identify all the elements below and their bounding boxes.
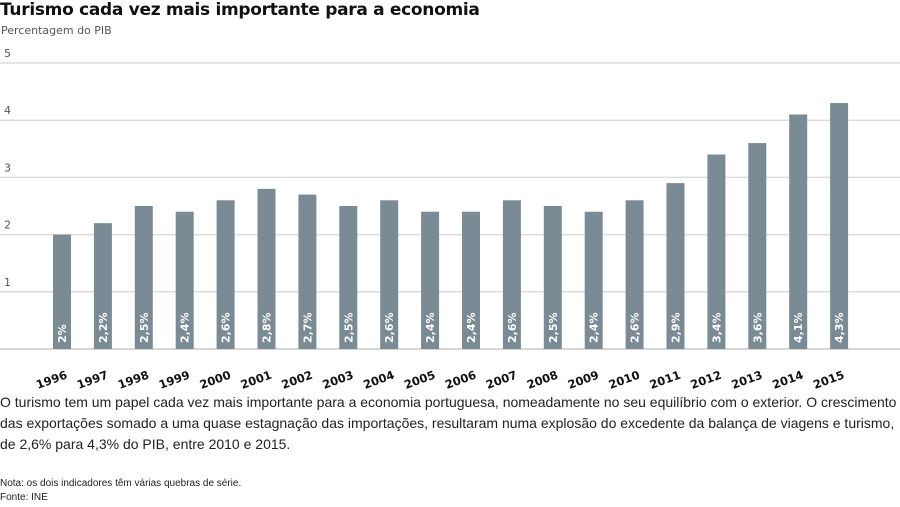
x-tick-label: 2012: [689, 368, 724, 392]
y-tick-label: 4: [4, 104, 11, 117]
x-tick-label: 2006: [443, 368, 478, 392]
x-tick-label: 1999: [157, 368, 192, 392]
y-tick-label: 5: [4, 47, 11, 60]
bar-1999: [175, 211, 194, 349]
data-label: 3,4%: [710, 312, 723, 343]
data-label: 2,6%: [220, 312, 233, 343]
x-tick-label: 2003: [320, 368, 355, 392]
data-label: 2,6%: [506, 312, 519, 343]
data-label: 3,6%: [751, 312, 764, 343]
x-tick-label: 2008: [525, 368, 560, 392]
data-label: 2,5%: [138, 312, 151, 343]
y-tick-label: 1: [4, 276, 11, 289]
bar-2006: [462, 211, 480, 349]
data-label: 2,5%: [342, 312, 355, 343]
bar-2003: [339, 206, 358, 349]
bar-2009: [584, 211, 603, 349]
bar-1997: [93, 223, 112, 349]
y-tick-label: 3: [4, 161, 11, 174]
bar-1998: [134, 206, 153, 349]
bar-2004: [380, 200, 399, 349]
bar-2015: [830, 103, 849, 349]
x-tick-label: 1997: [75, 368, 110, 392]
data-label: 2,6%: [629, 312, 642, 343]
data-label: 2,8%: [261, 312, 274, 343]
chart-subtitle: Percentagem do PIB: [1, 24, 112, 37]
x-tick-label: 2015: [811, 368, 846, 392]
data-label: 2,4%: [588, 312, 601, 343]
source: Fonte: INE: [0, 492, 48, 503]
bar-1996: [53, 234, 71, 349]
data-label: 2%: [56, 324, 69, 343]
data-label: 2,6%: [383, 312, 396, 343]
bar-2007: [502, 200, 521, 349]
x-tick-label: 2014: [770, 368, 805, 392]
data-label: 4,3%: [833, 312, 846, 343]
x-tick-label: 2002: [280, 368, 315, 392]
data-label: 2,2%: [97, 312, 110, 343]
bar-2011: [666, 183, 685, 349]
bar-2002: [298, 194, 317, 349]
bar-2000: [216, 200, 235, 349]
bar-2014: [789, 114, 808, 349]
x-tick-label: 2013: [729, 368, 764, 392]
note: Nota: os dois indicadores têm várias que…: [0, 478, 242, 489]
x-tick-label: 2009: [566, 368, 601, 392]
data-label: 2,7%: [301, 312, 314, 343]
x-tick-label: 2004: [361, 368, 396, 392]
data-label: 2,5%: [547, 312, 560, 343]
x-tick-label: 2005: [402, 368, 437, 392]
bar-chart: 1 2 3 4 5 2% 1996 2,2% 1997 2,5% 1998 2,4% 1999 2,6% 2…: [0, 47, 900, 392]
bar-2013: [748, 143, 767, 349]
data-label: 2,4%: [465, 312, 478, 343]
x-tick-label: 1998: [116, 368, 151, 392]
data-label: 2,4%: [179, 312, 192, 343]
x-tick-label: 2001: [239, 368, 274, 392]
data-label: 2,4%: [424, 312, 437, 343]
bar-2012: [707, 154, 726, 349]
bar-2010: [625, 200, 644, 349]
data-label: 4,1%: [792, 312, 805, 343]
y-tick-label: 2: [4, 219, 11, 232]
bar-2001: [257, 188, 276, 349]
x-tick-label: 2007: [484, 368, 519, 392]
chart-title: Turismo cada vez mais importante para a …: [0, 0, 480, 20]
x-tick-label: 1996: [34, 368, 69, 392]
x-tick-label: 2011: [648, 368, 683, 392]
bar-2008: [543, 206, 562, 349]
bar-2005: [421, 211, 440, 349]
body-text: O turismo tem um papel cada vez mais imp…: [0, 394, 897, 452]
x-tick-label: 2010: [607, 368, 642, 392]
x-tick-label: 2000: [198, 368, 233, 392]
data-label: 2,9%: [670, 312, 683, 343]
